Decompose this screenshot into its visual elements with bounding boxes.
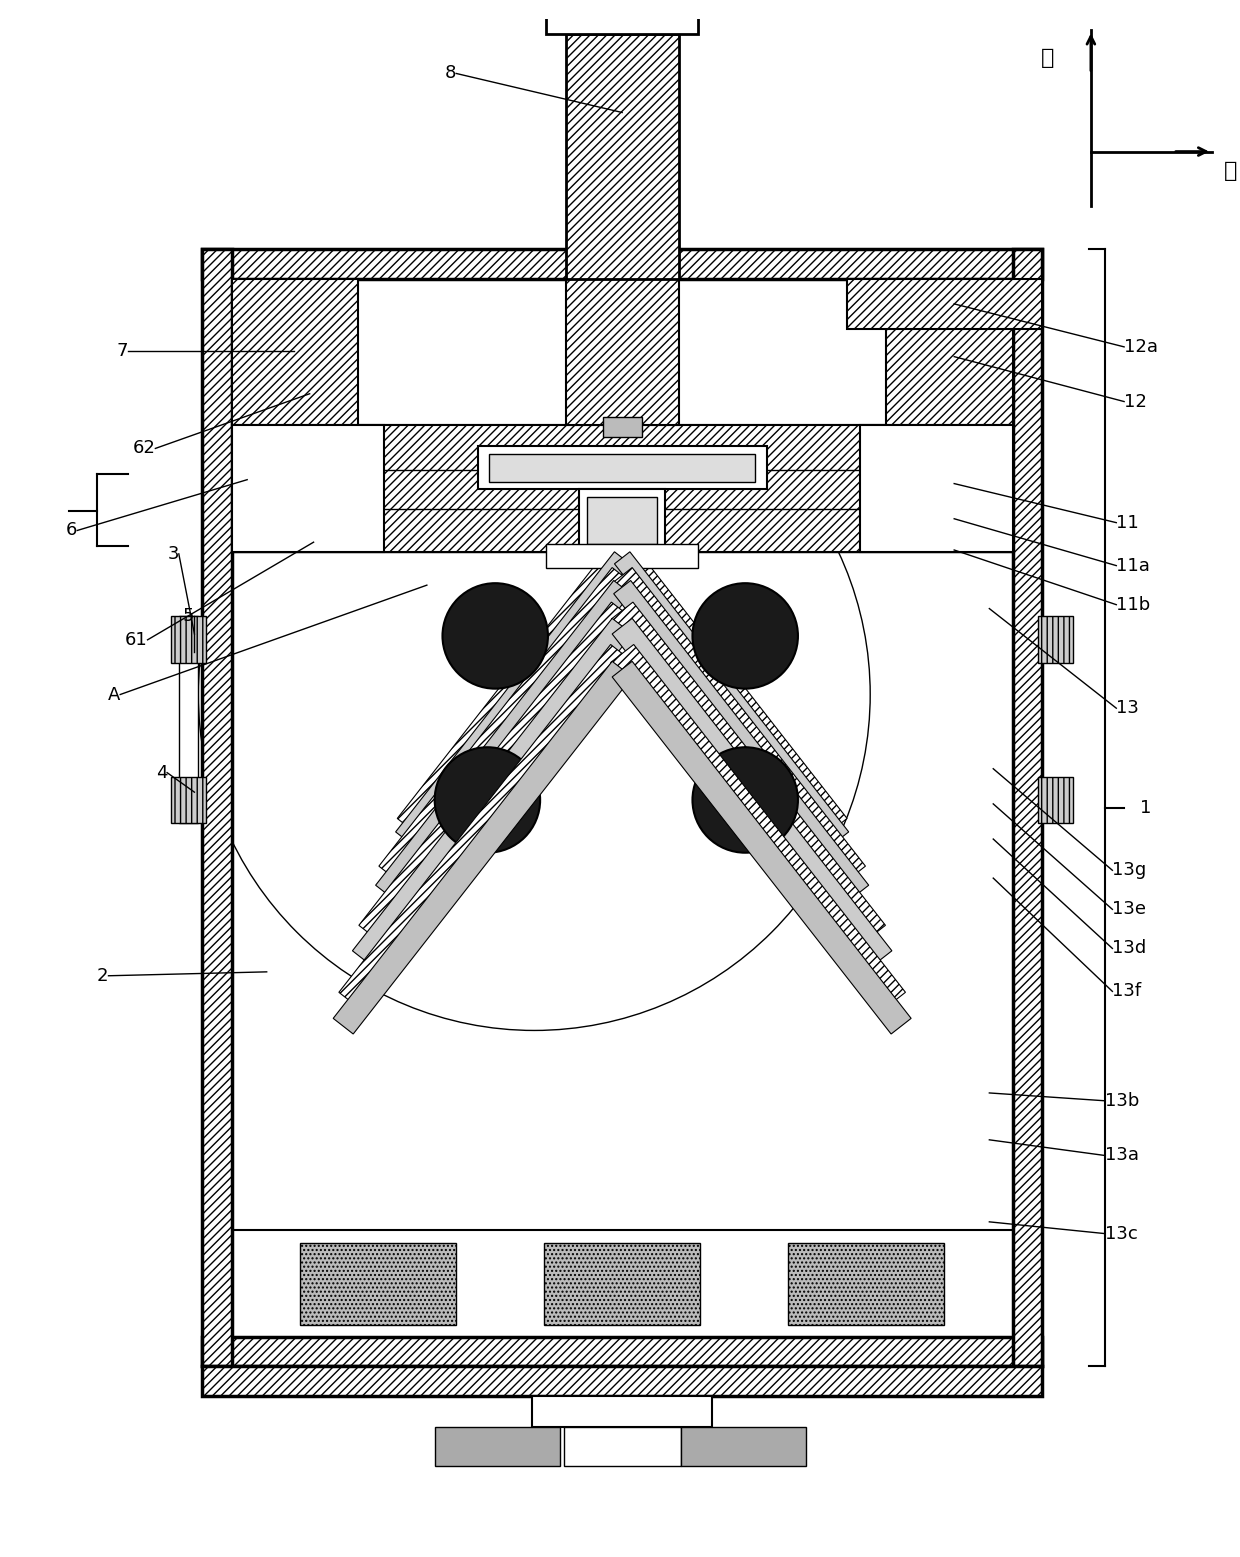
Circle shape [435, 747, 541, 853]
Circle shape [443, 584, 548, 688]
Bar [300, 1244, 456, 1325]
Bar [546, 0, 698, 34]
Bar [171, 617, 206, 663]
Text: 13b: 13b [1105, 1091, 1140, 1110]
Text: 11a: 11a [1116, 556, 1151, 575]
Text: 2: 2 [97, 967, 109, 984]
Text: 上: 上 [1042, 48, 1055, 69]
Bar [202, 249, 232, 1367]
Bar [232, 551, 1013, 1337]
Text: A: A [108, 685, 120, 704]
Text: 8: 8 [445, 64, 456, 83]
Polygon shape [613, 568, 866, 881]
Text: 13a: 13a [1105, 1146, 1138, 1165]
Polygon shape [611, 603, 885, 942]
Bar [544, 1244, 701, 1325]
Bar [171, 777, 206, 824]
Text: 3: 3 [167, 545, 179, 564]
Bar [202, 249, 1042, 279]
Bar [565, 279, 678, 425]
Text: 1: 1 [1140, 799, 1151, 817]
Bar [847, 279, 1042, 329]
Bar [232, 425, 384, 551]
Bar [565, 34, 678, 279]
Polygon shape [376, 581, 631, 898]
Polygon shape [396, 551, 630, 844]
Bar [232, 425, 1013, 551]
Text: 13g: 13g [1112, 861, 1147, 880]
Bar [587, 497, 657, 543]
Circle shape [692, 584, 797, 688]
Text: 61: 61 [125, 631, 148, 649]
Bar [232, 279, 358, 425]
Polygon shape [615, 551, 848, 844]
Bar [490, 455, 755, 481]
Bar [1038, 777, 1074, 824]
Polygon shape [352, 618, 632, 967]
Bar [1013, 249, 1042, 1367]
Bar [202, 1337, 1042, 1367]
Bar [532, 1395, 712, 1426]
Bar [579, 489, 665, 551]
Bar [435, 1426, 559, 1467]
Bar [885, 279, 1013, 425]
Polygon shape [379, 568, 632, 881]
Bar [603, 417, 641, 436]
Bar [477, 447, 766, 489]
Bar [681, 1426, 806, 1467]
Bar [1038, 617, 1074, 663]
Text: 12: 12 [1125, 392, 1147, 411]
Bar [232, 279, 1013, 425]
Text: 13e: 13e [1112, 900, 1147, 919]
Bar [202, 1367, 1042, 1395]
Polygon shape [613, 662, 911, 1034]
Polygon shape [614, 542, 847, 831]
Text: 7: 7 [117, 343, 128, 360]
Polygon shape [339, 645, 634, 1010]
Polygon shape [610, 645, 905, 1010]
Bar [546, 543, 698, 568]
Text: 62: 62 [133, 439, 155, 458]
Text: 4: 4 [155, 763, 167, 782]
Text: 5: 5 [184, 607, 195, 626]
Bar [861, 425, 1013, 551]
Text: 13f: 13f [1112, 982, 1142, 1001]
Polygon shape [397, 542, 631, 831]
Text: 13c: 13c [1105, 1224, 1137, 1242]
Polygon shape [334, 662, 632, 1034]
Polygon shape [614, 581, 869, 898]
Text: 13: 13 [1116, 699, 1140, 718]
Polygon shape [613, 618, 892, 967]
Text: 11b: 11b [1116, 596, 1151, 613]
Circle shape [692, 747, 797, 853]
Text: 右: 右 [1224, 160, 1238, 181]
Bar [563, 1426, 681, 1467]
Bar [789, 1244, 945, 1325]
Text: 11: 11 [1116, 514, 1140, 531]
Bar [179, 617, 198, 824]
Text: 6: 6 [66, 522, 77, 539]
Text: 12a: 12a [1125, 338, 1158, 357]
Text: 13d: 13d [1112, 939, 1147, 958]
Polygon shape [358, 603, 632, 942]
